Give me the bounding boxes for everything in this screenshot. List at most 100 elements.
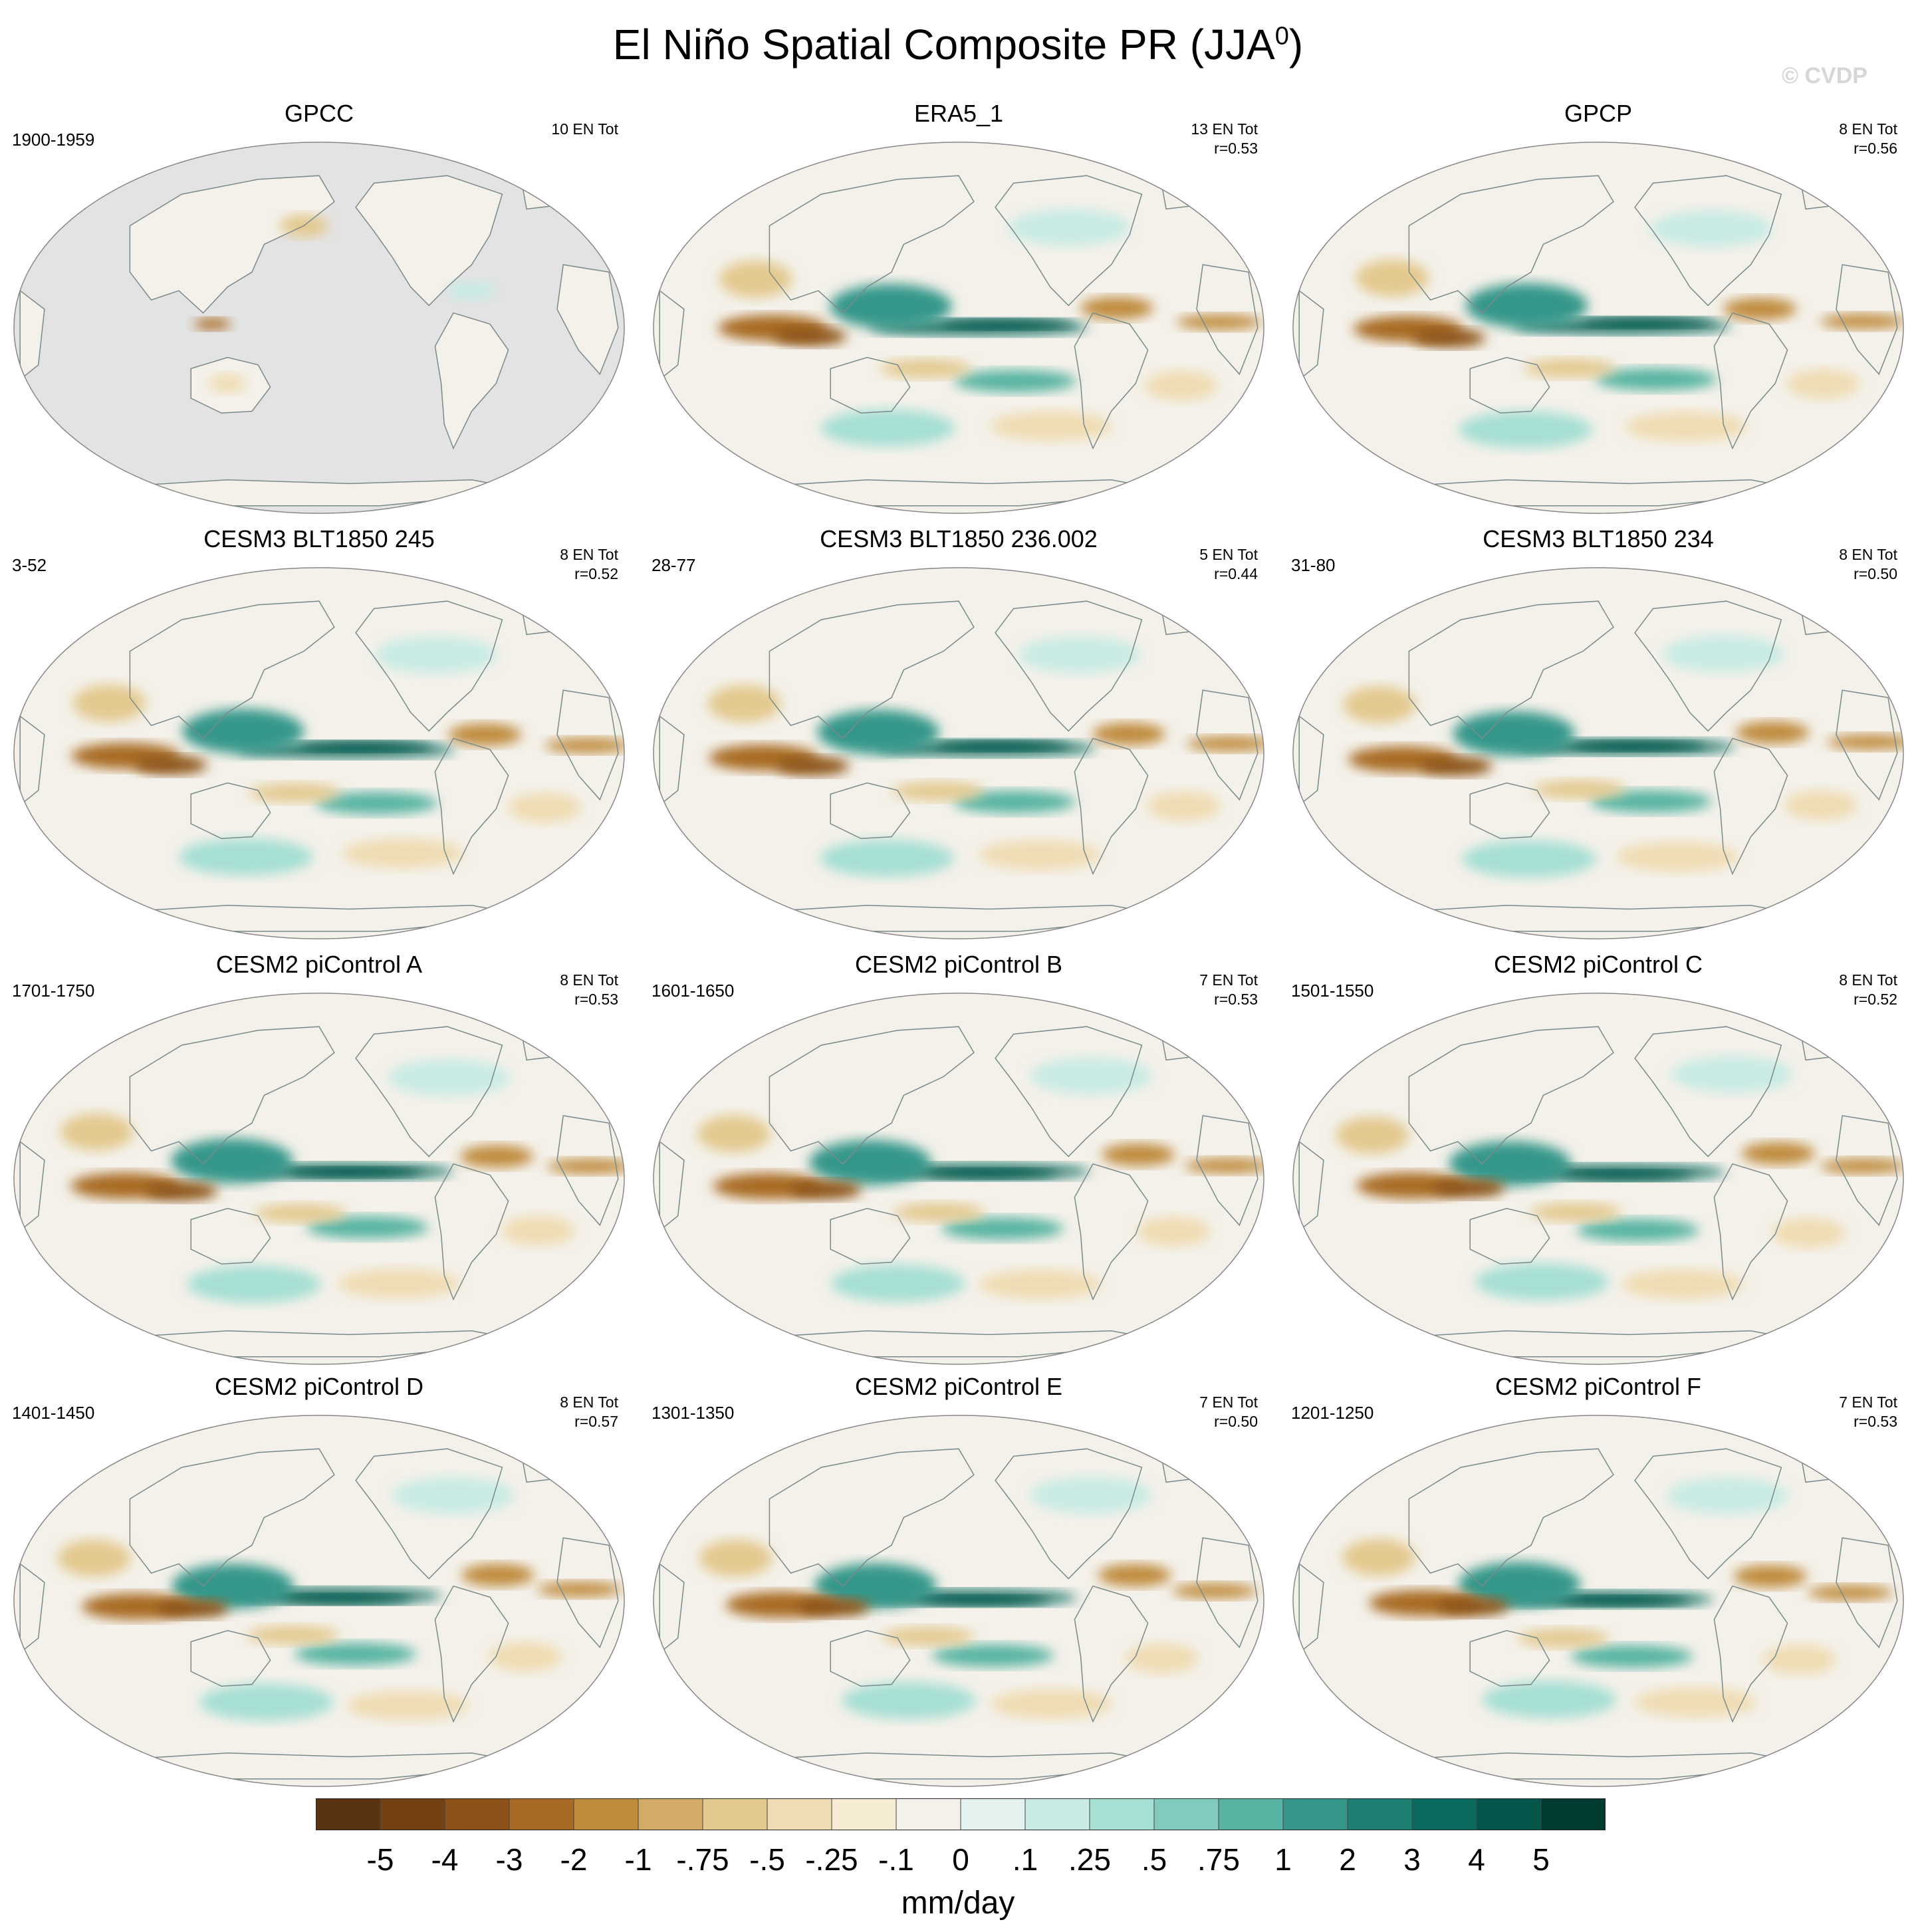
anomaly-blob bbox=[1784, 790, 1858, 820]
coastline-africa-west bbox=[19, 1140, 45, 1232]
pattern-correlation: r=0.53 bbox=[1854, 1413, 1897, 1430]
colorbar-swatch bbox=[509, 1798, 574, 1830]
coastline-australia bbox=[1469, 782, 1550, 840]
colorbar-tick-label: 0 bbox=[952, 1842, 969, 1877]
anomaly-blob bbox=[1634, 1687, 1757, 1717]
map-outline bbox=[1292, 1415, 1904, 1787]
pattern-correlation: r=0.44 bbox=[1214, 565, 1258, 582]
panel-period: 28-77 bbox=[652, 555, 696, 575]
colorbar-swatch bbox=[574, 1798, 639, 1830]
anomaly-blob bbox=[830, 1265, 965, 1302]
anomaly-blob bbox=[1176, 314, 1262, 330]
panel-title: ERA5_1 bbox=[913, 100, 1004, 127]
panel-title: CESM2 piControl F bbox=[1495, 1373, 1702, 1400]
map-field bbox=[1292, 142, 1904, 514]
anomaly-blob bbox=[1533, 780, 1625, 799]
coastline-africa bbox=[1836, 264, 1898, 376]
world-map bbox=[1292, 993, 1904, 1365]
coastline-australia bbox=[830, 782, 911, 840]
coastline-south-america bbox=[1074, 737, 1149, 876]
map-panel: CESM3 BLT1850 234 31-80 8 EN Tot r=0.50 bbox=[1279, 525, 1916, 944]
colorbar-swatch bbox=[1154, 1798, 1219, 1830]
coastline-north-america bbox=[995, 175, 1143, 306]
anomaly-blob bbox=[991, 1689, 1113, 1719]
panel-title: GPCC bbox=[284, 100, 354, 127]
panel-title: CESM2 piControl C bbox=[1493, 951, 1703, 978]
figure-title-superscript: 0 bbox=[1274, 22, 1289, 51]
colorbar-tick-label: -.75 bbox=[676, 1842, 729, 1877]
anomaly-blob bbox=[544, 738, 625, 753]
panel-stats: 13 EN Tot r=0.53 bbox=[1191, 120, 1258, 158]
world-map bbox=[13, 993, 625, 1365]
colorbar-swatch bbox=[638, 1798, 703, 1830]
map-panel: CESM2 piControl D 1401-1450 8 EN Tot r=0.57 bbox=[0, 1373, 638, 1792]
anomaly-blob bbox=[1772, 1218, 1846, 1248]
pattern-correlation: r=0.53 bbox=[574, 991, 618, 1008]
anomaly-blob bbox=[1820, 314, 1904, 329]
world-map bbox=[13, 567, 625, 939]
world-map bbox=[653, 993, 1264, 1365]
colorbar-swatch bbox=[703, 1798, 768, 1830]
anomaly-blob bbox=[1671, 1056, 1794, 1093]
anomaly-blob bbox=[1125, 1643, 1199, 1673]
event-count: 7 EN Tot bbox=[1199, 971, 1258, 989]
coastline-north-america bbox=[1634, 1026, 1782, 1157]
anomaly-blob bbox=[817, 709, 939, 755]
colorbar-swatch bbox=[1348, 1798, 1413, 1830]
coastline-africa bbox=[556, 264, 619, 376]
pattern-correlation: r=0.50 bbox=[1214, 1413, 1258, 1430]
colorbar-swatch bbox=[316, 1798, 381, 1830]
panel-title: CESM2 piControl D bbox=[214, 1373, 424, 1400]
anomaly-blob bbox=[941, 1217, 1064, 1240]
coastline-africa bbox=[1196, 689, 1258, 801]
colorbar-swatch bbox=[832, 1798, 897, 1830]
anomaly-blob bbox=[134, 755, 207, 775]
anomaly-blob bbox=[537, 1582, 623, 1597]
event-count: 7 EN Tot bbox=[1199, 1393, 1258, 1411]
panel-title: CESM3 BLT1850 236.002 bbox=[820, 525, 1098, 552]
anomaly-blob bbox=[57, 1539, 131, 1577]
coastline-asia bbox=[769, 1026, 975, 1165]
event-count: 8 EN Tot bbox=[560, 546, 618, 563]
anomaly-blob bbox=[796, 1598, 870, 1617]
panel-stats: 5 EN Tot r=0.44 bbox=[1199, 545, 1258, 584]
pattern-correlation: r=0.52 bbox=[1854, 991, 1897, 1008]
colorbar-swatch bbox=[1541, 1798, 1606, 1830]
coastline-north-america bbox=[1634, 1448, 1782, 1580]
anomaly-blob bbox=[1449, 1141, 1572, 1186]
map-field bbox=[13, 1415, 625, 1787]
anomaly-blob bbox=[1576, 1219, 1699, 1241]
event-count: 8 EN Tot bbox=[1839, 971, 1897, 989]
coastline-africa bbox=[1836, 1537, 1898, 1649]
map-field bbox=[1292, 993, 1904, 1365]
figure-title-text: El Niño Spatial Composite PR (JJA bbox=[612, 21, 1275, 68]
panel-period: 1900-1959 bbox=[12, 130, 95, 150]
coastline-asia bbox=[769, 600, 975, 739]
anomaly-blob bbox=[1625, 412, 1747, 441]
colorbar-swatch bbox=[1477, 1798, 1542, 1830]
anomaly-blob bbox=[60, 1113, 134, 1151]
map-outline bbox=[13, 567, 625, 939]
coastline-africa bbox=[556, 1537, 619, 1649]
anomaly-blob bbox=[1595, 368, 1717, 391]
anomaly-blob bbox=[460, 1145, 534, 1167]
anomaly-blob bbox=[776, 757, 850, 776]
coastline-north-america bbox=[1634, 600, 1782, 732]
panel-stats: 8 EN Tot r=0.53 bbox=[560, 971, 618, 1009]
map-field bbox=[1292, 1415, 1904, 1787]
anomaly-blob bbox=[315, 792, 438, 814]
anomaly-blob bbox=[1556, 1596, 1691, 1606]
land-field-south-america bbox=[435, 312, 509, 449]
panel-stats: 10 EN Tot bbox=[551, 120, 618, 139]
coastline-north-america bbox=[995, 1448, 1143, 1580]
panel-title: CESM2 piControl E bbox=[854, 1373, 1063, 1400]
panel-stats: 8 EN Tot r=0.52 bbox=[1839, 971, 1897, 1009]
coastline-south-america bbox=[1074, 312, 1149, 450]
coastline-africa-west bbox=[659, 1140, 685, 1232]
colorbar-tick-label: 4 bbox=[1468, 1842, 1485, 1877]
colorbar-swatch bbox=[1090, 1798, 1155, 1830]
coastline-africa bbox=[1196, 1537, 1258, 1649]
map-panel: CESM2 piControl E 1301-1350 7 EN Tot r=0.50 bbox=[640, 1373, 1278, 1792]
anomaly-blob bbox=[1763, 1645, 1837, 1675]
pattern-correlation: r=0.57 bbox=[574, 1413, 618, 1430]
